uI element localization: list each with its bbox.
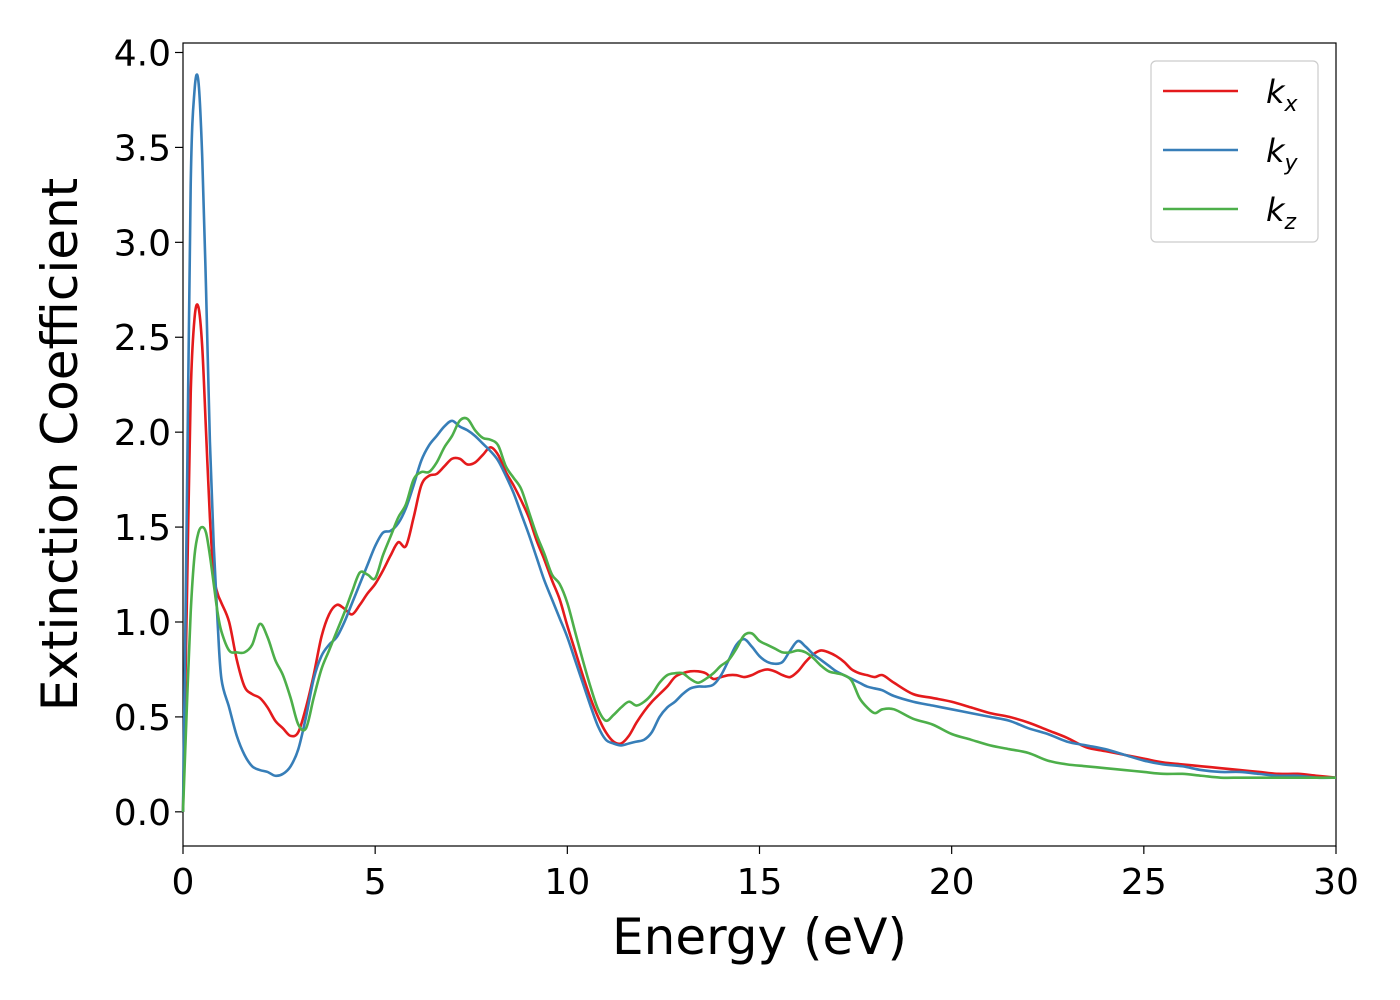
legend-label-kx: kx (1266, 73, 1299, 117)
x-tick-label: 15 (737, 862, 783, 903)
legend-subscript: x (1284, 92, 1299, 117)
y-axis-label: Extinction Coefficient (31, 178, 89, 712)
x-tick-label: 30 (1313, 862, 1359, 903)
y-axis: 0.0 0.5 1.0 1.5 2.0 2.5 3.0 3.5 4.0 (114, 33, 183, 834)
y-tick-label: 1.5 (114, 508, 171, 549)
legend-subscript: z (1284, 210, 1297, 235)
plot-area (182, 42, 1337, 847)
x-tick-label: 25 (1121, 862, 1167, 903)
legend-label-kz: kz (1266, 191, 1297, 235)
x-axis-label: Energy (eV) (612, 908, 907, 966)
legend-box (1150, 60, 1319, 243)
y-tick-label: 2.0 (114, 413, 171, 454)
y-tick-label: 3.0 (114, 223, 171, 264)
series-lines (181, 73, 1337, 812)
x-tick-label: 0 (172, 862, 195, 903)
series-line-ky (181, 73, 1337, 812)
y-tick-label: 3.5 (114, 128, 171, 169)
series-line-kx (181, 303, 1337, 812)
legend-symbol: k (1266, 73, 1286, 111)
y-tick-label: 0.5 (114, 698, 171, 739)
series-line-kz (181, 416, 1336, 812)
x-tick-label: 20 (929, 862, 975, 903)
legend-symbol: k (1266, 191, 1286, 229)
y-tick-label: 2.5 (114, 318, 171, 359)
x-tick-label: 5 (364, 862, 387, 903)
x-tick-label: 10 (544, 862, 590, 903)
legend-label-ky: ky (1266, 132, 1299, 176)
legend-symbol: k (1266, 132, 1286, 170)
x-axis: 0 5 10 15 20 25 30 (172, 846, 1359, 903)
y-tick-label: 0.0 (114, 793, 171, 834)
y-tick-label: 4.0 (114, 33, 171, 74)
y-tick-label: 1.0 (114, 603, 171, 644)
legend-subscript: y (1284, 151, 1299, 176)
